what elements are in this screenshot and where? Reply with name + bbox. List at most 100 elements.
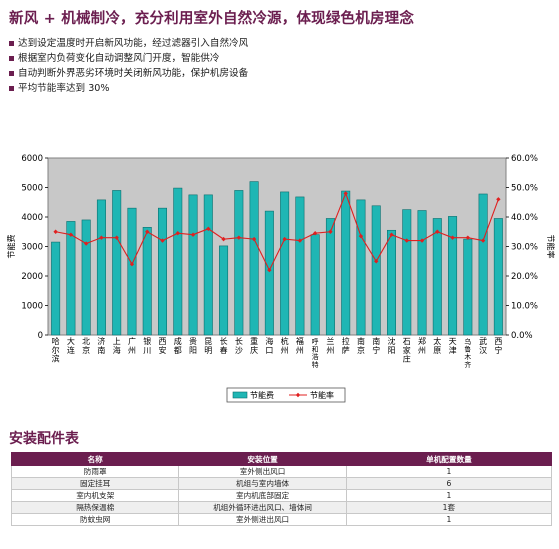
bar-energy-cost — [325, 218, 335, 336]
bullet-square-icon — [9, 41, 14, 46]
x-tick-label: 哈尔滨 — [52, 336, 60, 364]
bar-energy-cost — [356, 199, 366, 336]
bar-energy-cost — [371, 205, 381, 336]
point-saving-rate — [374, 259, 379, 264]
y-tick-label: 6000 — [21, 154, 43, 164]
y-axis-label: 节能费 — [6, 235, 16, 259]
x-tick-label: 长春 — [220, 336, 228, 355]
bar-energy-cost — [51, 241, 61, 336]
bar-energy-cost — [81, 219, 91, 336]
y2-tick-label: 30.0% — [511, 243, 538, 253]
bar-energy-cost — [463, 238, 473, 336]
x-tick-label: 太原 — [433, 336, 441, 355]
x-tick-label: 大连 — [67, 336, 75, 355]
bar-energy-cost — [280, 191, 290, 336]
x-tick-label: 成都 — [174, 336, 182, 355]
point-saving-rate — [175, 231, 180, 236]
bullet-square-icon — [9, 56, 14, 61]
x-tick-label: 兰州 — [326, 336, 334, 355]
part-location: 机组与室内墙体 — [178, 477, 347, 490]
x-tick-label: 贵阳 — [189, 336, 197, 355]
y2-tick-label: 50.0% — [511, 184, 538, 194]
bullet-square-icon — [9, 86, 14, 91]
bar-energy-cost — [142, 227, 152, 336]
table-row: 隔热保温棉 机组外循环进出风口、墙体间 1套 — [10, 501, 553, 514]
x-tick-label: 杭州 — [281, 336, 289, 355]
x-tick-label: 乌鲁木齐 — [464, 337, 471, 369]
part-quantity: 1套 — [345, 501, 553, 514]
part-quantity: 1 — [345, 465, 553, 478]
x-tick-label: 银川 — [143, 336, 151, 355]
bar-energy-cost — [96, 199, 106, 336]
bar-energy-cost — [341, 190, 351, 336]
point-saving-rate — [83, 241, 89, 246]
point-saving-rate — [114, 235, 119, 240]
x-tick-label: 长沙 — [235, 336, 243, 355]
energy-saving-chart: 0 1000 2000 3000 4000 5000 6000 0.0% 10.0% 20.0% 3… — [6, 154, 556, 403]
bar-energy-cost — [112, 190, 122, 336]
x-tick-label: 济南 — [97, 336, 105, 355]
bar-energy-cost — [264, 210, 274, 336]
point-saving-rate — [389, 232, 394, 237]
table-row: 室内机支架 室内机底部固定 1 — [10, 489, 553, 502]
bar-energy-cost — [234, 190, 244, 336]
table-row: 防蚊虫网 室外侧进出风口 1 — [10, 513, 553, 526]
point-saving-rate — [160, 238, 165, 243]
point-saving-rate — [236, 235, 242, 240]
legend-swatch-bar — [232, 391, 248, 399]
x-tick-label: 天津 — [449, 337, 457, 355]
bar-energy-cost — [173, 187, 183, 336]
bar-energy-cost — [158, 207, 167, 336]
x-tick-label: 呼和浩特 — [312, 337, 319, 369]
y-tick-label: 3000 — [21, 243, 43, 253]
y2-tick-label: 40.0% — [511, 213, 538, 223]
y-tick-label: 4000 — [21, 213, 43, 223]
part-location: 机组外循环进出风口、墙体间 — [178, 501, 347, 514]
y-tick-label: 2000 — [21, 272, 43, 282]
x-tick-label: 郑州 — [418, 336, 426, 355]
x-tick-label: 海口 — [265, 336, 273, 355]
legend-marker-line — [295, 392, 301, 398]
y2-tick-label: 10.0% — [511, 302, 538, 312]
point-saving-rate — [358, 233, 364, 239]
feature-text: 自动判断外界恶劣环境时关闭新风功能，保护机房设备 — [18, 68, 249, 79]
x-tick-label: 南京 — [357, 336, 365, 355]
point-saving-rate — [129, 262, 135, 267]
bar-energy-cost — [387, 229, 396, 336]
bullet-square-icon — [9, 71, 14, 76]
x-tick-label: 南宁 — [372, 336, 380, 355]
feature-list: 达到设定温度时开启新风功能，经过滤器引入自然冷风 根据室内负荷变化自动调整风门开… — [9, 36, 248, 96]
point-saving-rate — [312, 231, 318, 236]
point-saving-rate — [99, 235, 104, 240]
feature-item: 自动判断外界恶劣环境时关闭新风功能，保护机房设备 — [9, 66, 248, 81]
bar-energy-cost — [402, 209, 412, 336]
table-row: 固定挂耳 机组与室内墙体 6 — [10, 477, 553, 490]
column-header-location: 安装位置 — [178, 452, 347, 466]
y-tick-label: 5000 — [21, 184, 43, 194]
legend-label-bar: 节能费 — [250, 390, 274, 400]
y2-tick-label: 60.0% — [511, 154, 538, 164]
x-tick-label: 沈阳 — [388, 336, 396, 355]
parts-table-header: 名称 安装位置 单机配置数量 — [10, 452, 553, 466]
part-name: 隔热保温棉 — [10, 501, 180, 514]
x-tick-label: 广州 — [128, 336, 136, 355]
feature-item: 根据室内负荷变化自动调整风门开度，智能供冷 — [9, 51, 248, 66]
point-saving-rate — [190, 232, 196, 237]
part-quantity: 1 — [345, 489, 553, 502]
x-tick-label: 武汉 — [479, 336, 487, 355]
feature-item: 平均节能率达到 30% — [9, 81, 248, 96]
point-saving-rate — [419, 238, 425, 243]
point-saving-rate — [68, 232, 74, 237]
point-saving-rate — [480, 238, 486, 243]
bar-energy-cost — [203, 194, 213, 336]
point-saving-rate — [206, 226, 211, 231]
point-saving-rate — [450, 235, 455, 240]
part-quantity: 6 — [345, 477, 553, 490]
part-name: 固定挂耳 — [10, 477, 180, 490]
bar-energy-cost — [493, 218, 503, 336]
x-tick-label: 福州 — [296, 337, 304, 355]
bar-energy-cost — [310, 234, 320, 336]
y2-tick-label: 20.0% — [511, 272, 538, 282]
column-header-quantity: 单机配置数量 — [345, 452, 553, 466]
bar-energy-cost — [417, 210, 427, 336]
